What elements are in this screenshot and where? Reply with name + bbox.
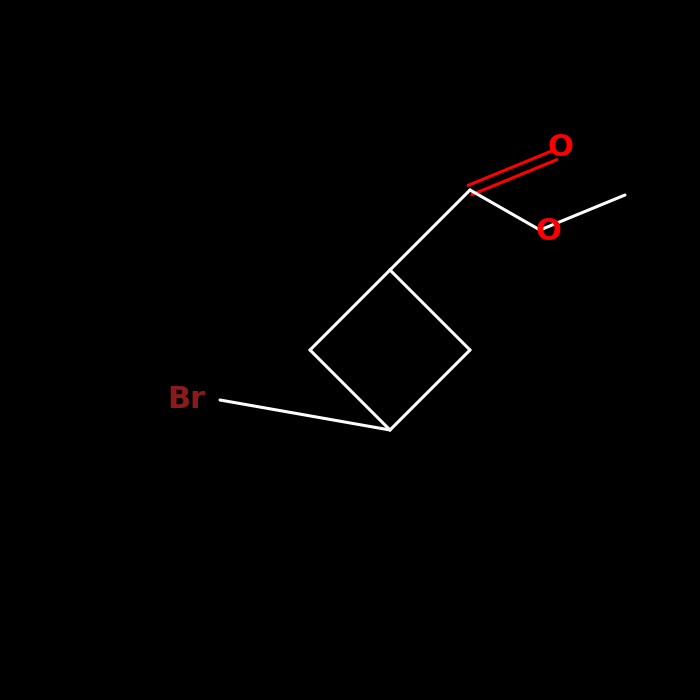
- Text: O: O: [547, 134, 573, 162]
- Text: Br: Br: [167, 386, 205, 414]
- Text: O: O: [535, 218, 561, 246]
